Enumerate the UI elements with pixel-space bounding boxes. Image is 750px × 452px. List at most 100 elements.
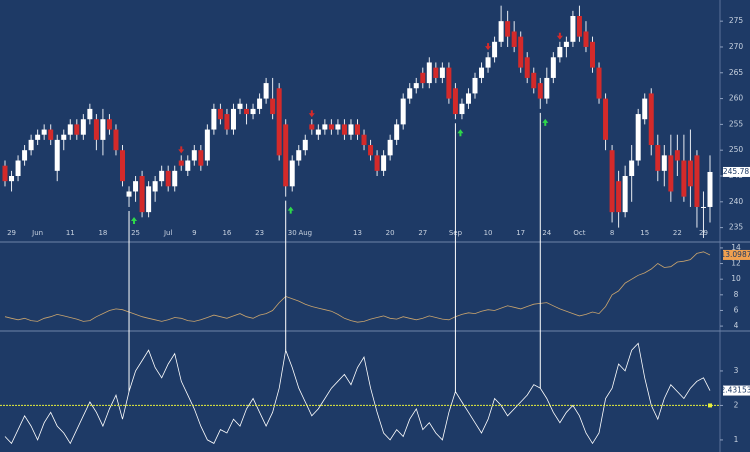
last-value-label: 2.43153 bbox=[720, 386, 750, 395]
y-tick-label: 255 bbox=[729, 119, 744, 128]
candle-body bbox=[544, 77, 550, 99]
candle-body bbox=[498, 21, 504, 42]
x-tick-label: Oct bbox=[573, 229, 585, 237]
y-tick-label: 235 bbox=[729, 223, 744, 232]
candle-body bbox=[700, 206, 706, 208]
y-tick-label: 2 bbox=[734, 400, 739, 409]
candle-body bbox=[465, 93, 471, 104]
candle-body bbox=[230, 108, 236, 130]
candle-body bbox=[35, 134, 41, 140]
y-tick-label: 12 bbox=[731, 259, 741, 268]
candle-body bbox=[139, 176, 145, 213]
candle-body bbox=[622, 176, 628, 213]
candle-body bbox=[276, 88, 282, 156]
candle-body bbox=[185, 160, 191, 171]
candle-body bbox=[289, 160, 295, 187]
x-tick-label: 8 bbox=[610, 229, 614, 237]
candle-body bbox=[100, 119, 106, 140]
candle-body bbox=[407, 88, 413, 99]
indicator-line bbox=[4, 251, 711, 323]
threshold-marker bbox=[708, 403, 712, 408]
candle-body bbox=[165, 170, 171, 187]
x-tick-label: 22 bbox=[673, 229, 682, 237]
candle-body bbox=[67, 124, 73, 135]
candle-body bbox=[511, 31, 517, 47]
candle-body bbox=[590, 41, 595, 68]
sell-arrow bbox=[485, 43, 492, 51]
y-tick-label: 260 bbox=[729, 94, 744, 103]
candle-body bbox=[48, 129, 54, 140]
candle-body bbox=[596, 67, 602, 99]
x-tick-label: 29 bbox=[7, 229, 16, 237]
candle-body bbox=[126, 191, 132, 197]
candle-body bbox=[328, 124, 334, 130]
candle-body bbox=[41, 129, 47, 135]
candle-body bbox=[257, 98, 263, 109]
x-tick-label: 10 bbox=[484, 229, 493, 237]
candle-body bbox=[15, 160, 21, 176]
candle-body bbox=[2, 165, 8, 182]
x-tick-label: Jul bbox=[163, 229, 173, 237]
x-tick-label: 23 bbox=[255, 229, 264, 237]
x-tick-label: 25 bbox=[131, 229, 140, 237]
candle-body bbox=[263, 83, 269, 99]
y-tick-label: 265 bbox=[729, 68, 744, 77]
candle-body bbox=[113, 129, 119, 151]
candle-body bbox=[22, 150, 28, 161]
candle-body bbox=[563, 41, 569, 47]
candle-body bbox=[387, 139, 393, 156]
candle-body bbox=[198, 150, 204, 166]
candle-body bbox=[472, 77, 478, 94]
y-tick-label: 8 bbox=[734, 290, 739, 299]
last-value-box bbox=[723, 385, 750, 396]
candle-body bbox=[394, 124, 400, 140]
buy-arrow bbox=[287, 206, 294, 214]
candle-body bbox=[518, 36, 524, 68]
x-tick-label: 20 bbox=[386, 229, 395, 237]
y-tick-label: 14 bbox=[731, 243, 741, 252]
candle-body bbox=[211, 108, 217, 130]
buy-arrow bbox=[131, 216, 138, 224]
y-tick-label: 3 bbox=[734, 366, 739, 375]
candle-body bbox=[191, 150, 197, 161]
candle-body bbox=[661, 155, 667, 171]
candle-body bbox=[296, 150, 302, 161]
candle-body bbox=[74, 124, 80, 135]
candle-body bbox=[322, 124, 328, 130]
last-price-label: 245.78 bbox=[723, 167, 749, 176]
last-value-label: 13.0987 bbox=[720, 250, 750, 259]
candle-body bbox=[426, 62, 432, 84]
candle-body bbox=[244, 108, 250, 115]
candle-body bbox=[250, 108, 256, 115]
y-tick-label: 240 bbox=[729, 197, 744, 206]
candle-body bbox=[707, 171, 713, 207]
candle-body bbox=[609, 150, 615, 213]
x-tick-label: 27 bbox=[418, 229, 427, 237]
buy-arrow bbox=[542, 118, 549, 126]
x-tick-label: 9 bbox=[192, 229, 196, 237]
sell-arrow bbox=[556, 32, 563, 40]
x-tick-label: 30 bbox=[288, 229, 297, 237]
sell-arrow bbox=[178, 146, 185, 154]
candle-body bbox=[557, 46, 563, 58]
candle-body bbox=[576, 16, 582, 37]
candle-body bbox=[459, 103, 465, 115]
indicator-line bbox=[4, 342, 711, 445]
y-tick-label: 6 bbox=[734, 305, 739, 314]
candle-body bbox=[217, 108, 223, 120]
candle-body bbox=[172, 170, 178, 187]
x-tick-label: 16 bbox=[222, 229, 231, 237]
candle-body bbox=[479, 67, 485, 78]
last-value-box bbox=[723, 249, 750, 260]
candle-body bbox=[642, 98, 648, 120]
candle-body bbox=[87, 108, 93, 120]
candle-body bbox=[635, 114, 641, 161]
y-tick-label: 275 bbox=[729, 16, 744, 25]
candle-body bbox=[439, 67, 445, 78]
candle-body bbox=[603, 98, 609, 140]
candle-body bbox=[674, 150, 680, 161]
candle-body bbox=[583, 31, 589, 47]
candle-body bbox=[120, 150, 125, 182]
candle-body bbox=[413, 83, 419, 89]
candle-body bbox=[648, 93, 654, 146]
